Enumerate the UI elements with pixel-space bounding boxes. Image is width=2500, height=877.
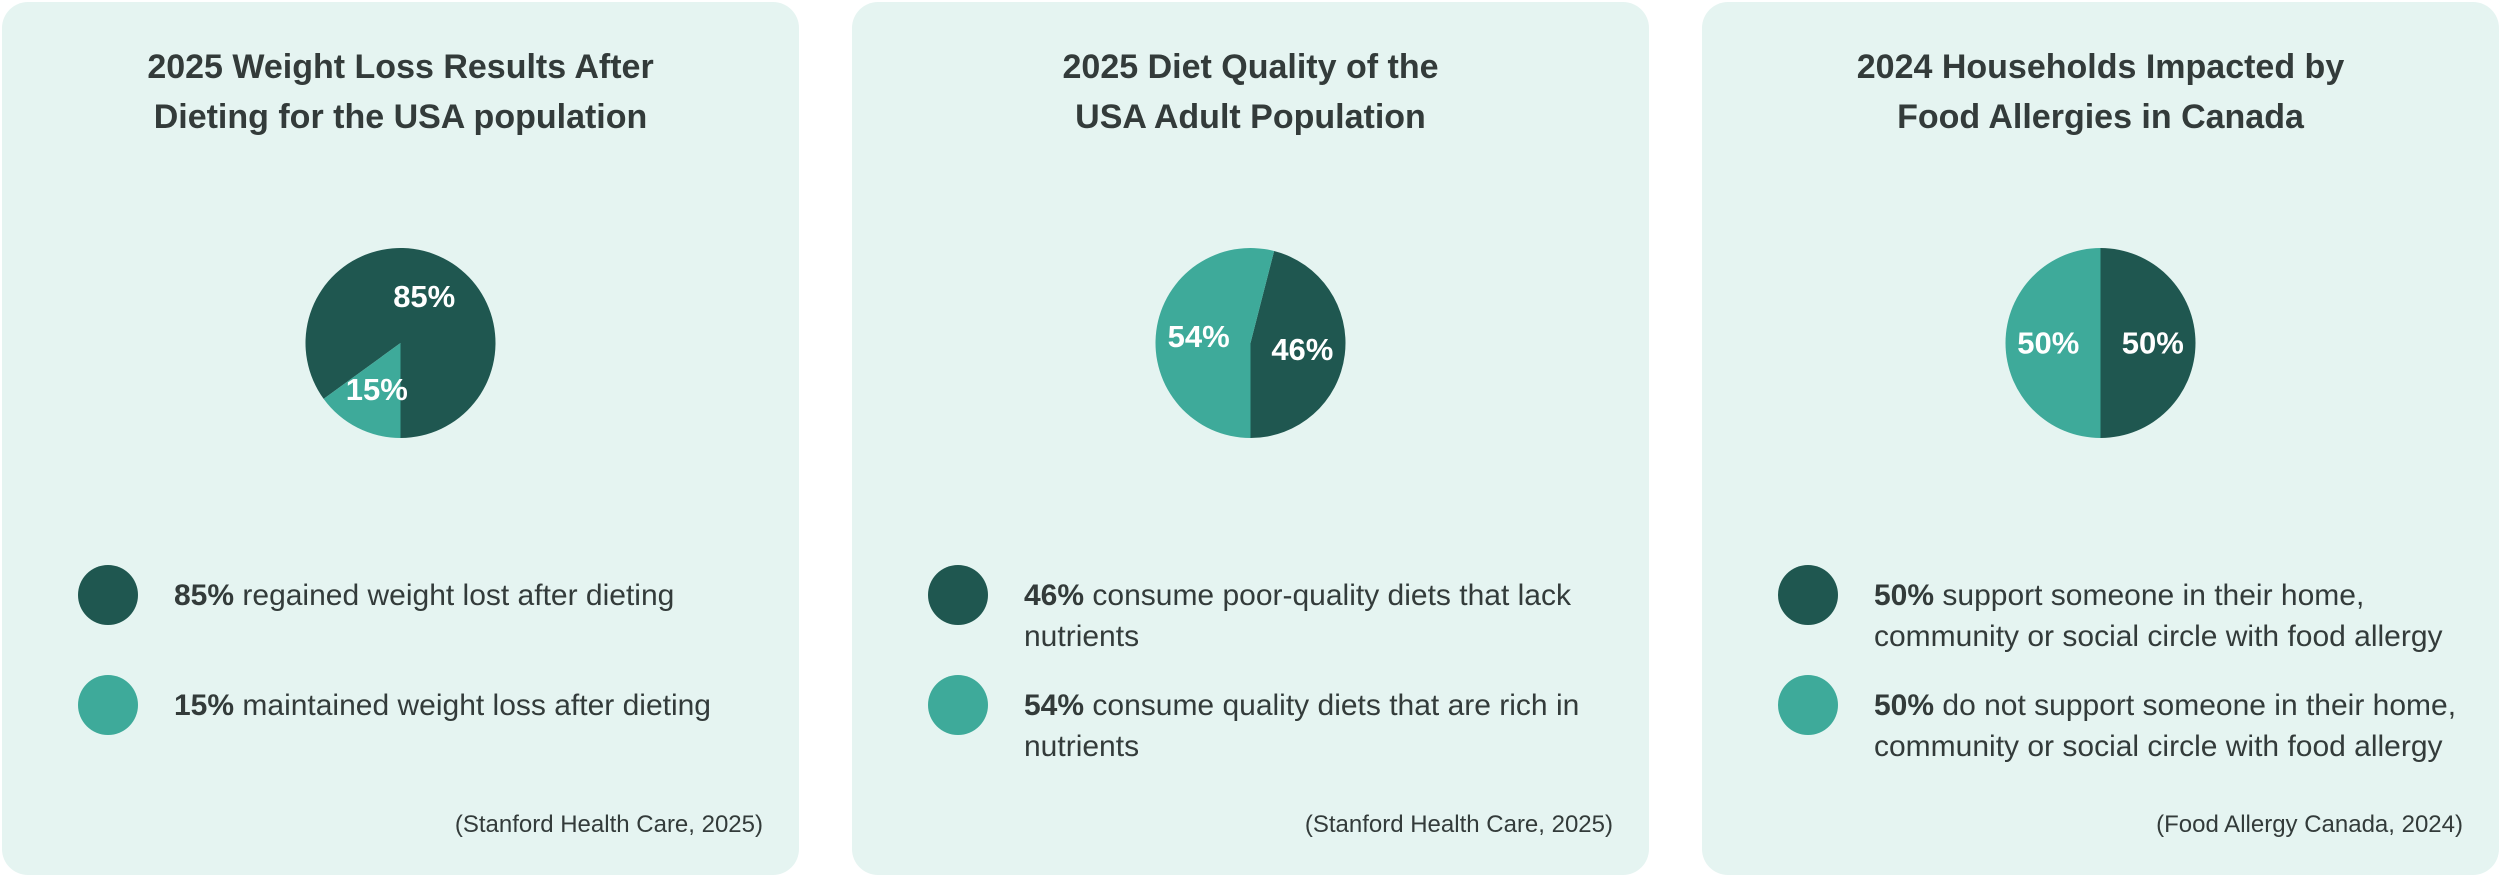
chart-card-weight-loss: 2025 Weight Loss Results After Dieting f… (2, 2, 799, 875)
slice-label: 46% (1271, 332, 1333, 367)
slice-label: 15% (346, 372, 408, 407)
legend-swatch (928, 565, 988, 625)
slice-label: 85% (393, 279, 455, 314)
chart-title-line-1: 2025 Diet Quality of the (1062, 48, 1439, 86)
pie-chart: 46% 54% (1155, 248, 1346, 438)
pie-slice (323, 343, 401, 438)
legend-text: 54% consume quality diets that are rich … (1024, 685, 1624, 767)
legend-text: 46% consume poor-quality diets that lack… (1024, 575, 1624, 657)
chart-title-line-2: Food Allergies in Canada (1897, 98, 2304, 136)
legend-percent: 54% (1024, 689, 1085, 722)
legend-percent: 85% (174, 579, 235, 612)
chart-title-line-2: Dieting for the USA population (153, 98, 648, 136)
legend-swatch (1778, 675, 1838, 735)
slice-label: 54% (1168, 319, 1230, 354)
legend-percent: 50% (1874, 689, 1935, 722)
legend-text: 15% maintained weight loss after dieting (174, 685, 774, 726)
chart-title-line-1: 2024 Households Impacted by (1856, 48, 2345, 86)
legend-text: 85% regained weight lost after dieting (174, 575, 774, 616)
pie-slice (2100, 248, 2196, 438)
pie-chart: 50% 50% (2005, 248, 2196, 438)
legend-text: 50% support someone in their home, commu… (1874, 575, 2474, 657)
pie-slice (2005, 248, 2101, 438)
source-citation: (Stanford Health Care, 2025) (1304, 811, 1613, 838)
chart-title-line-1: 2025 Weight Loss Results After (147, 48, 654, 86)
legend-percent: 50% (1874, 579, 1935, 612)
source-citation: (Food Allergy Canada, 2024) (2156, 811, 2463, 838)
legend-percent: 46% (1024, 579, 1085, 612)
chart-title: 2025 Diet Quality of the USA Adult Popul… (852, 42, 1649, 142)
chart-title: 2025 Weight Loss Results After Dieting f… (2, 42, 799, 142)
pie-chart: 85% 15% (305, 248, 496, 438)
chart-title-line-2: USA Adult Population (1075, 98, 1426, 136)
legend-swatch (78, 675, 138, 735)
legend-swatch (928, 675, 988, 735)
legend-description: do not support someone in their home, co… (1874, 689, 2457, 763)
chart-title: 2024 Households Impacted by Food Allergi… (1702, 42, 2499, 142)
legend-text: 50% do not support someone in their home… (1874, 685, 2474, 767)
legend-description: consume quality diets that are rich in n… (1024, 689, 1580, 763)
pie-slice (1155, 248, 1275, 438)
legend-description: consume poor-quality diets that lack nut… (1024, 579, 1571, 653)
chart-card-food-allergies: 2024 Households Impacted by Food Allergi… (1702, 2, 2499, 875)
pie-slice (1250, 250, 1346, 438)
slice-label: 50% (2122, 326, 2184, 361)
legend-description: regained weight lost after dieting (242, 579, 675, 612)
chart-card-diet-quality: 2025 Diet Quality of the USA Adult Popul… (852, 2, 1649, 875)
legend-description: maintained weight loss after dieting (242, 689, 711, 722)
slice-label: 50% (2017, 326, 2079, 361)
legend-description: support someone in their home, community… (1874, 579, 2443, 653)
legend-percent: 15% (174, 689, 235, 722)
legend-swatch (78, 565, 138, 625)
legend-swatch (1778, 565, 1838, 625)
source-citation: (Stanford Health Care, 2025) (454, 811, 763, 838)
